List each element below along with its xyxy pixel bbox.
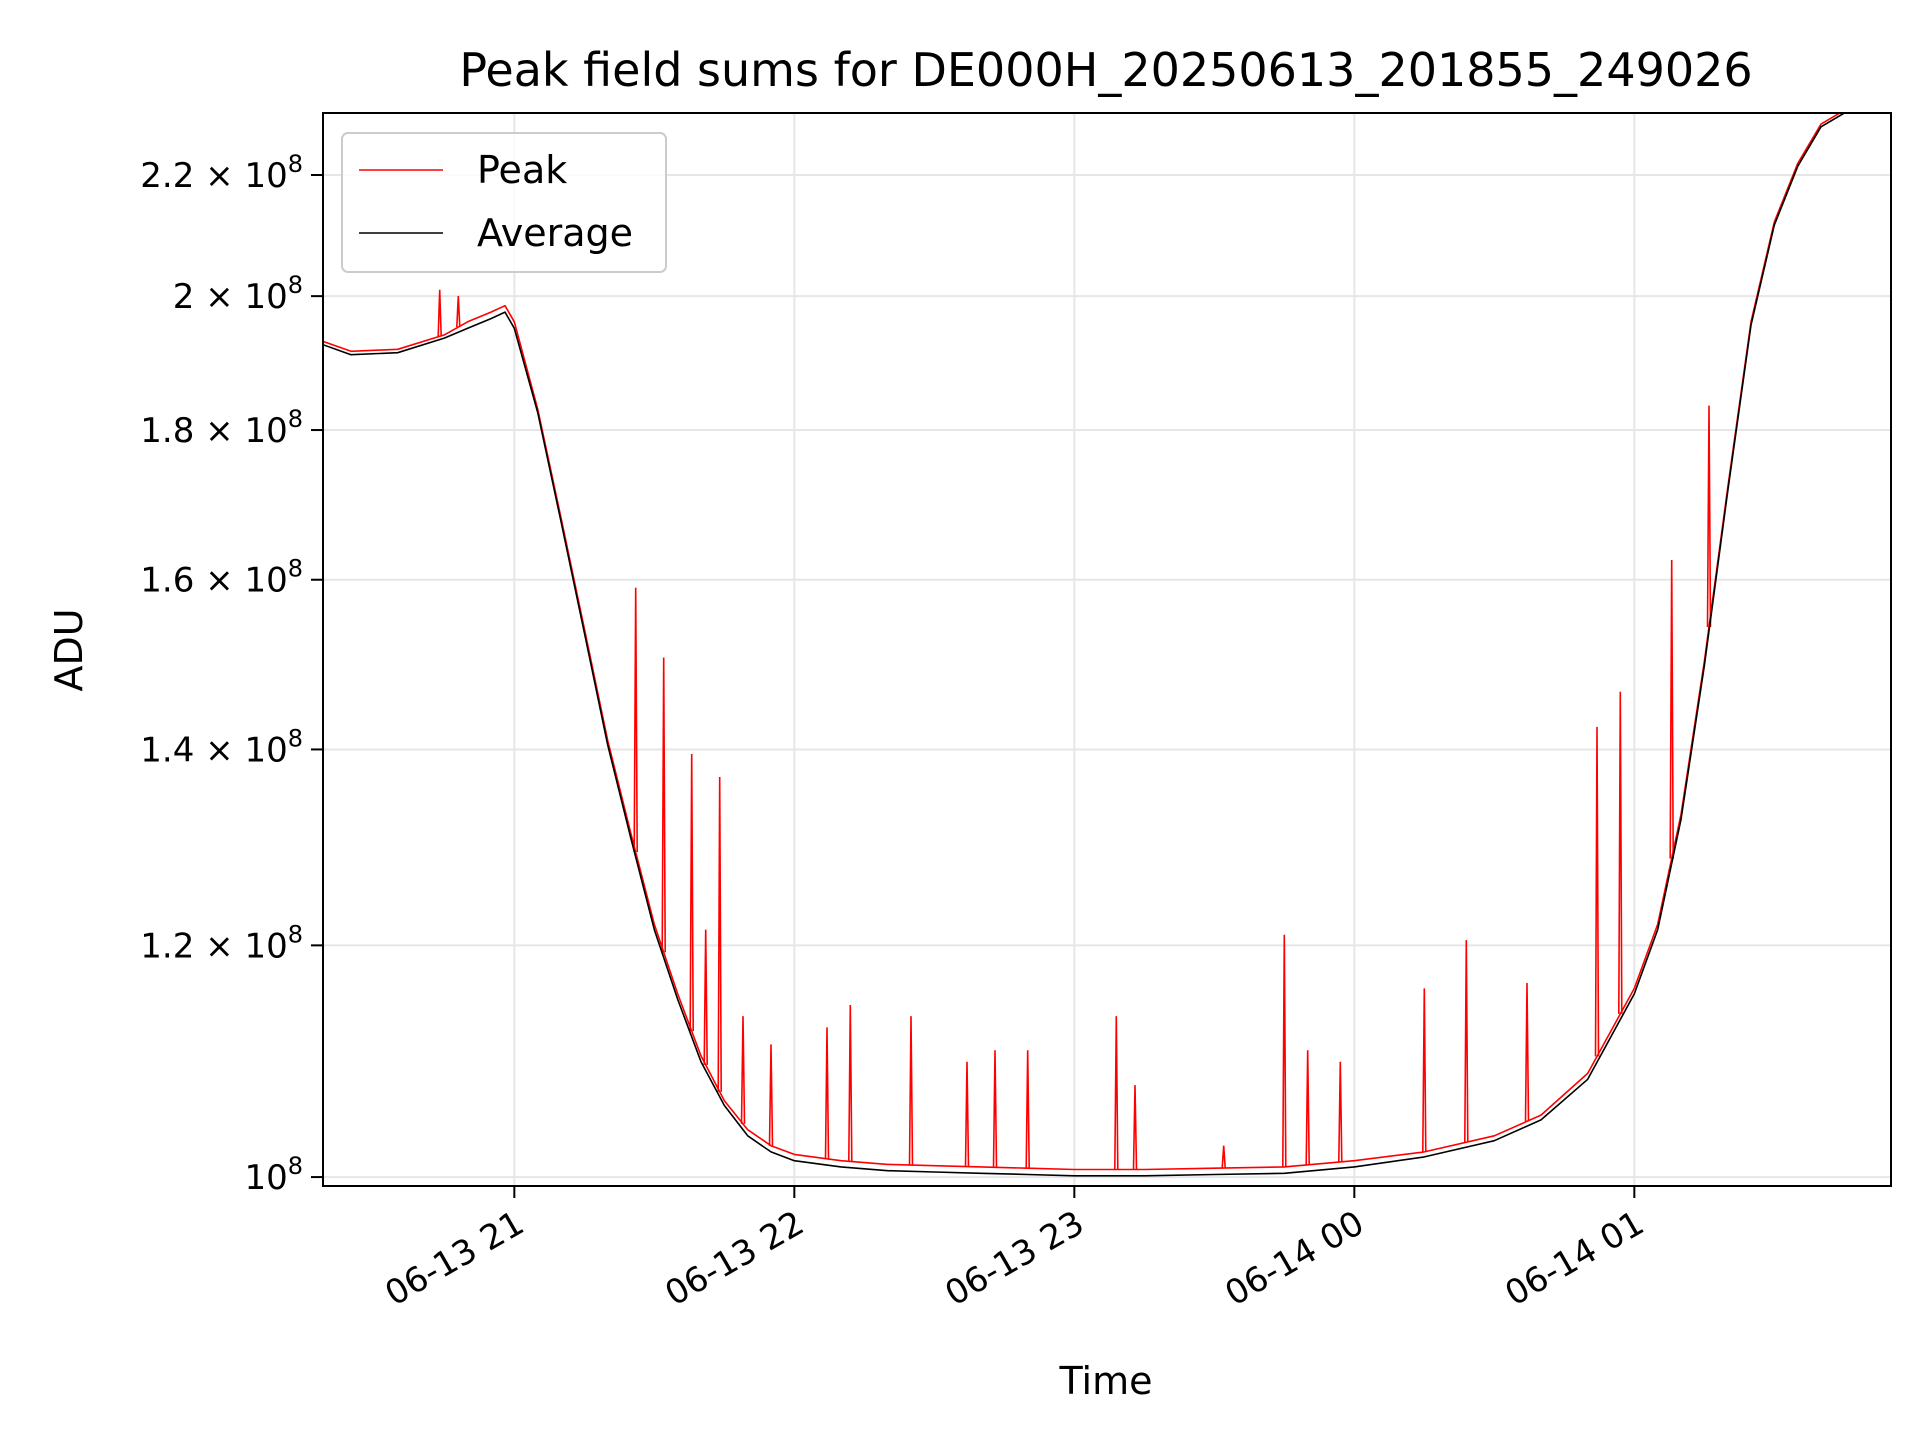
spike-mark	[1221, 1145, 1226, 1169]
y-tick-label: 1.8 × 108	[140, 405, 303, 451]
spike-mark	[1464, 940, 1469, 1143]
spike-mark	[1422, 988, 1427, 1152]
series-peak	[323, 113, 1842, 1171]
spike-mark	[848, 1004, 853, 1162]
series-average	[323, 113, 1848, 1177]
spike-mark	[717, 776, 722, 1092]
spike-mark	[768, 1044, 774, 1146]
y-tick-label: 2 × 108	[173, 271, 303, 317]
legend-label-peak: Peak	[477, 148, 567, 192]
chart-title: Peak field sums for DE000H_20250613_2018…	[459, 43, 1752, 97]
plot-background	[323, 113, 1891, 1186]
series-line-average	[323, 113, 1848, 1177]
spike-mark	[1618, 691, 1623, 1014]
spike-mark	[740, 1016, 746, 1124]
y-tick-label: 1.4 × 108	[140, 724, 303, 770]
spike-mark	[908, 1016, 914, 1166]
spike-mark	[633, 587, 638, 853]
spike-mark	[703, 929, 708, 1065]
legend-box	[341, 132, 667, 273]
grid	[323, 113, 1891, 1186]
spike-mark	[1114, 1016, 1119, 1170]
spike-mark	[437, 289, 442, 337]
spike-mark	[1305, 1050, 1310, 1165]
y-tick-label: 108	[244, 1152, 303, 1198]
y-axis-label: ADU	[47, 608, 91, 691]
legend-label-average: Average	[477, 211, 633, 255]
series-layer	[323, 113, 1848, 1177]
spike-mark	[1282, 934, 1287, 1167]
y-tick-label: 1.2 × 108	[140, 920, 303, 966]
spike-mark	[964, 1061, 970, 1167]
spike-mark	[824, 1027, 830, 1159]
spike-mark	[1669, 559, 1674, 859]
plot-frame	[322, 112, 1892, 1187]
spike-mark	[1338, 1061, 1343, 1162]
spike-mark	[689, 753, 694, 1032]
spike-mark	[1132, 1085, 1138, 1170]
spike-mark	[456, 296, 461, 328]
y-tick-label: 1.6 × 108	[140, 555, 303, 601]
legend: Peak Average	[341, 132, 667, 273]
x-axis-label: Time	[1059, 1359, 1153, 1403]
spike-mark	[1706, 405, 1712, 628]
y-tick-label: 2.2 × 108	[140, 150, 303, 196]
spike-mark	[992, 1050, 998, 1168]
spike-mark	[1025, 1050, 1030, 1169]
spike-mark	[661, 657, 666, 953]
spike-mark	[1524, 982, 1530, 1122]
spike-mark	[1594, 726, 1600, 1057]
